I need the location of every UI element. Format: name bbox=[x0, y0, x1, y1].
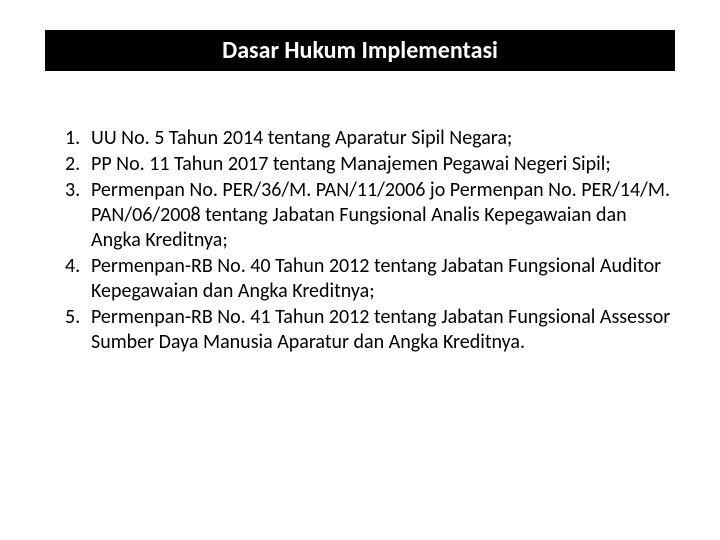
list-item: 3. Permenpan No. PER/36/M. PAN/11/2006 j… bbox=[65, 178, 675, 253]
slide-title: Dasar Hukum Implementasi bbox=[45, 30, 675, 71]
slide-container: Dasar Hukum Implementasi 1. UU No. 5 Tah… bbox=[0, 0, 720, 540]
list-item: 5. Permenpan-RB No. 41 Tahun 2012 tentan… bbox=[65, 305, 675, 355]
list-text: Permenpan-RB No. 41 Tahun 2012 tentang J… bbox=[91, 305, 675, 355]
list-item: 4. Permenpan-RB No. 40 Tahun 2012 tentan… bbox=[65, 254, 675, 304]
list-text: Permenpan No. PER/36/M. PAN/11/2006 jo P… bbox=[91, 178, 675, 253]
list-item: 2. PP No. 11 Tahun 2017 tentang Manajeme… bbox=[65, 152, 675, 177]
legal-basis-list: 1. UU No. 5 Tahun 2014 tentang Aparatur … bbox=[45, 126, 675, 355]
list-item: 1. UU No. 5 Tahun 2014 tentang Aparatur … bbox=[65, 126, 675, 151]
list-text: UU No. 5 Tahun 2014 tentang Aparatur Sip… bbox=[91, 126, 675, 151]
list-text: PP No. 11 Tahun 2017 tentang Manajemen P… bbox=[91, 152, 675, 177]
list-number: 1. bbox=[65, 126, 91, 151]
list-number: 5. bbox=[65, 305, 91, 355]
list-number: 2. bbox=[65, 152, 91, 177]
list-text: Permenpan-RB No. 40 Tahun 2012 tentang J… bbox=[91, 254, 675, 304]
list-number: 3. bbox=[65, 178, 91, 253]
list-number: 4. bbox=[65, 254, 91, 304]
